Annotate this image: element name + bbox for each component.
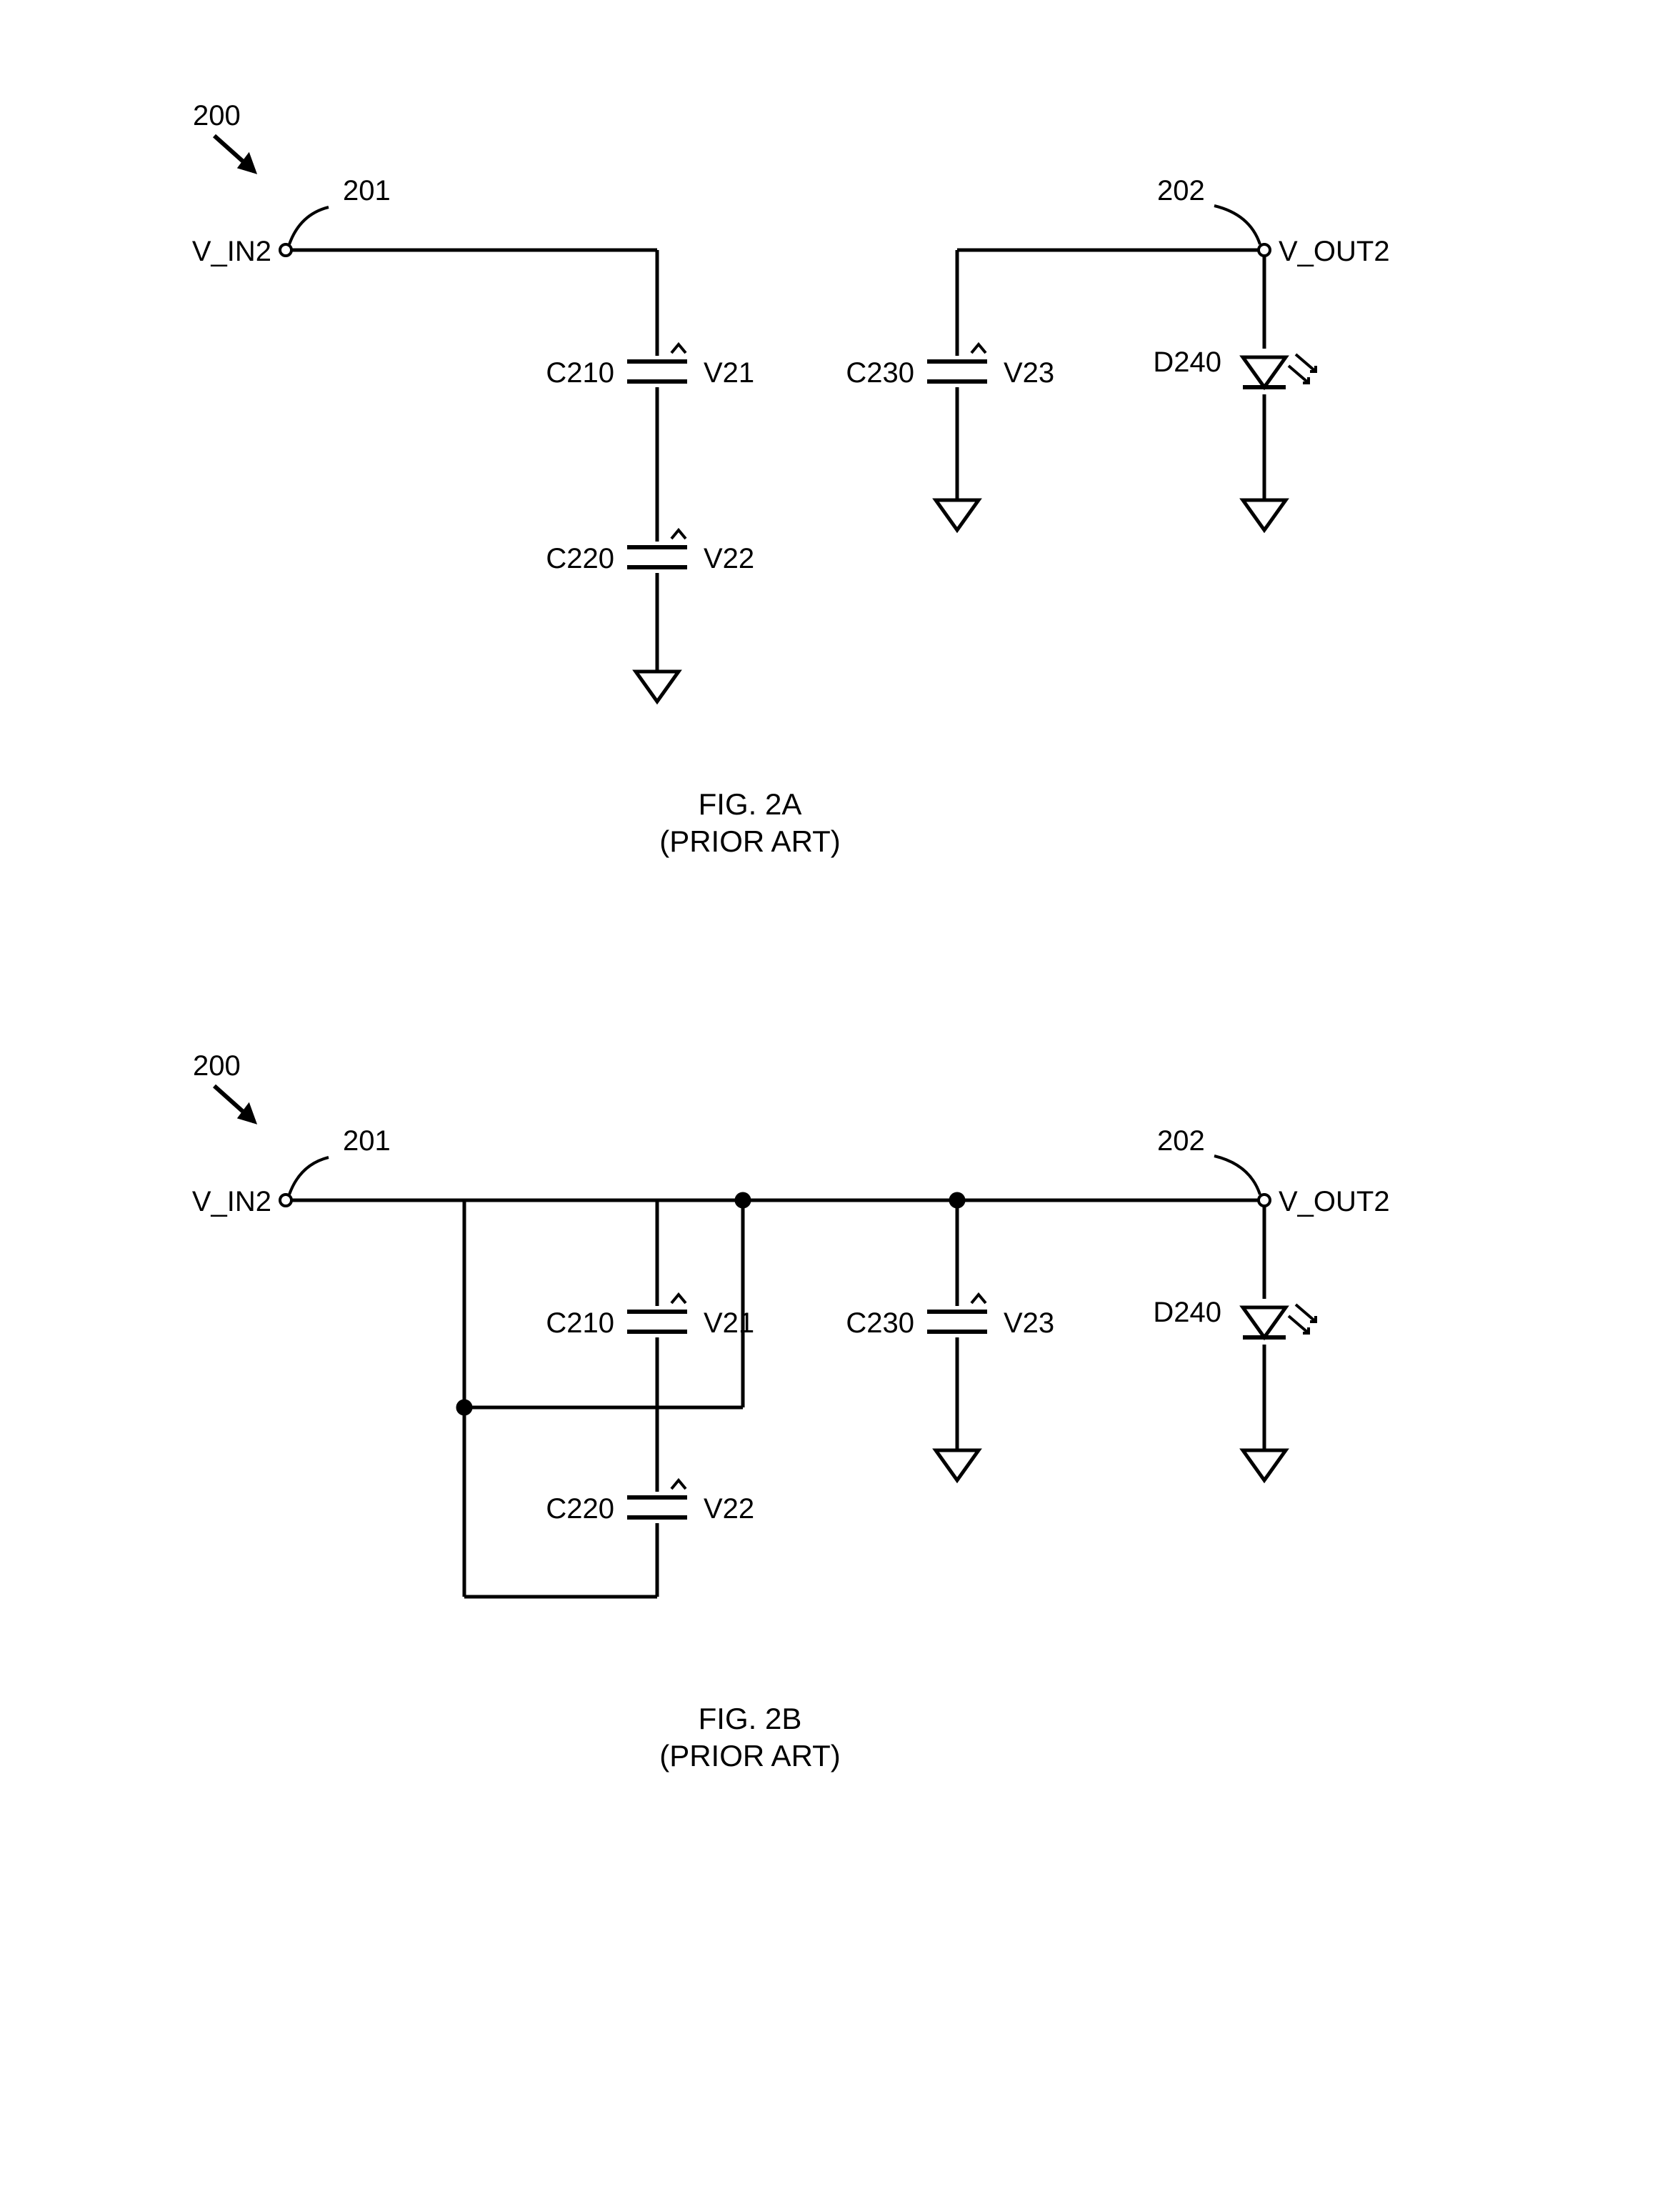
vin2-label-b: V_IN2 bbox=[192, 1186, 271, 1217]
vout2-label-b: V_OUT2 bbox=[1279, 1186, 1390, 1217]
c220-left-a: C220 bbox=[546, 543, 614, 574]
fig2b-caption-2: (PRIOR ART) bbox=[659, 1739, 841, 1772]
c210-left-b: C210 bbox=[546, 1307, 614, 1339]
ref-200-b: 200 bbox=[193, 1050, 241, 1082]
node-201-a: 201 bbox=[343, 175, 391, 206]
d240-label-a: D240 bbox=[1153, 346, 1221, 378]
vin2-label-a: V_IN2 bbox=[192, 236, 271, 267]
c230-left-a: C230 bbox=[846, 357, 914, 389]
c220-left-b: C220 bbox=[546, 1493, 614, 1525]
c210-right-b: V21 bbox=[704, 1307, 754, 1339]
vout2-label-a: V_OUT2 bbox=[1279, 236, 1390, 267]
c220-right-b: V22 bbox=[704, 1493, 754, 1525]
c210-right-a: V21 bbox=[704, 357, 754, 389]
node-202-a: 202 bbox=[1157, 175, 1205, 206]
ref-200-a: 200 bbox=[193, 100, 241, 131]
fig2a-caption-2: (PRIOR ART) bbox=[659, 824, 841, 858]
c230-right-b: V23 bbox=[1004, 1307, 1054, 1339]
figure-2a: 200 V_IN2 201 C210 V21 C220 V22 V_OUT2 2… bbox=[192, 100, 1390, 858]
fig2a-caption-1: FIG. 2A bbox=[699, 787, 802, 821]
d240-label-b: D240 bbox=[1153, 1297, 1221, 1328]
c230-right-a: V23 bbox=[1004, 357, 1054, 389]
figure-2b: 200 V_IN2 201 V_OUT2 202 C210 V21 C220 V… bbox=[192, 1050, 1390, 1772]
node-202-b: 202 bbox=[1157, 1125, 1205, 1157]
c220-right-a: V22 bbox=[704, 543, 754, 574]
c230-left-b: C230 bbox=[846, 1307, 914, 1339]
fig2b-caption-1: FIG. 2B bbox=[699, 1702, 802, 1735]
node-201-b: 201 bbox=[343, 1125, 391, 1157]
c210-left-a: C210 bbox=[546, 357, 614, 389]
